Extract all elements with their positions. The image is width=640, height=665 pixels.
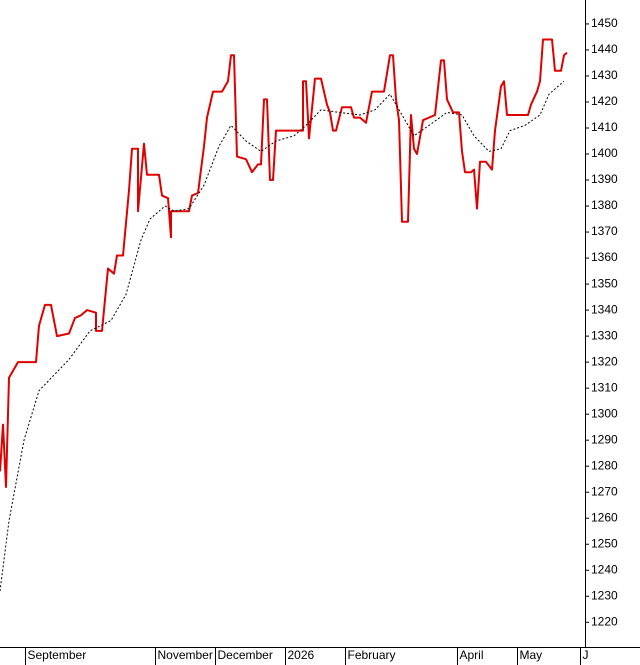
y-tick-label: 1240 — [591, 562, 618, 576]
x-tick-label: December — [218, 648, 273, 662]
price-line — [0, 38, 568, 488]
y-tick-label: 1420 — [591, 94, 618, 108]
x-tick-label: May — [520, 648, 543, 662]
x-tick-label: J — [583, 648, 589, 662]
y-tick-label: 1300 — [591, 406, 618, 420]
y-tick-label: 1230 — [591, 588, 618, 602]
y-tick-label: 1330 — [591, 328, 618, 342]
y-tick-label: 1270 — [591, 484, 618, 498]
y-tick-label: 1290 — [591, 432, 618, 446]
y-tick-label: 1430 — [591, 68, 618, 82]
y-tick-label: 1450 — [591, 16, 618, 30]
y-tick-label: 1410 — [591, 120, 618, 134]
x-tick-label: April — [460, 648, 484, 662]
y-tick-label: 1220 — [591, 614, 618, 628]
y-tick-label: 1310 — [591, 380, 618, 394]
x-tick-label: November — [158, 648, 213, 662]
y-tick-label: 1260 — [591, 510, 618, 524]
x-tick-label: September — [28, 648, 87, 662]
y-tick-label: 1360 — [591, 250, 618, 264]
y-tick-label: 1320 — [591, 354, 618, 368]
y-tick-label: 1380 — [591, 198, 618, 212]
y-tick-label: 1350 — [591, 276, 618, 290]
y-tick-label: 1340 — [591, 302, 618, 316]
y-tick-label: 1440 — [591, 42, 618, 56]
y-tick-label: 1390 — [591, 172, 618, 186]
y-tick-label: 1250 — [591, 536, 618, 550]
y-tick-label: 1400 — [591, 146, 618, 160]
x-tick-label: 2026 — [288, 648, 315, 662]
x-tick-label: February — [348, 648, 396, 662]
y-tick-label: 1280 — [591, 458, 618, 472]
y-tick-label: 1370 — [591, 224, 618, 238]
price-line — [0, 80, 565, 592]
